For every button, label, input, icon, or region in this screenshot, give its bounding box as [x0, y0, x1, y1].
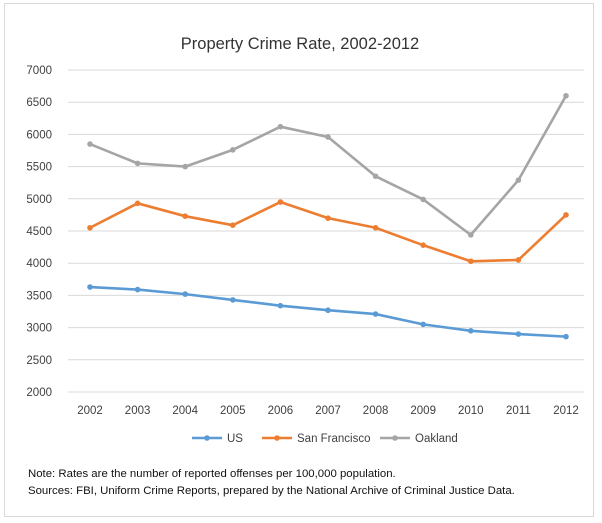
- data-point: [372, 173, 379, 180]
- gridlines: [68, 69, 584, 393]
- x-tick-label: 2008: [363, 405, 389, 417]
- data-point: [515, 331, 522, 337]
- data-point: [563, 92, 569, 99]
- x-axis: 2002 2003 2004 2005 2006 2007 2008 2009 2010 2011…: [77, 405, 579, 417]
- source-note: Sources: FBI, Uniform Crime Reports, pre…: [28, 485, 515, 497]
- data-point: [230, 297, 236, 303]
- y-tick-label: 5000: [26, 194, 52, 206]
- x-tick-label: 2004: [172, 405, 198, 417]
- legend: US San Francisco Oakland: [192, 433, 458, 445]
- data-point: [277, 199, 284, 205]
- series-us: [87, 284, 569, 340]
- series-line: [88, 200, 568, 263]
- data-point: [325, 134, 331, 140]
- data-point: [182, 163, 188, 170]
- series-line: [88, 94, 568, 237]
- y-tick-label: 3500: [26, 290, 52, 302]
- y-tick-label: 4000: [26, 258, 52, 270]
- rate-note: Note: Rates are the number of reported o…: [28, 468, 396, 480]
- series-layer: [87, 92, 569, 340]
- legend-item: San Francisco: [262, 433, 371, 445]
- data-point: [277, 302, 284, 309]
- data-point: [87, 224, 93, 231]
- data-point: [325, 215, 331, 221]
- legend-item: US: [192, 433, 243, 445]
- y-axis: 2000 2500 3000 3500 4000 4500 5000 5500 6000 6500…: [26, 65, 52, 399]
- chart-title: Property Crime Rate, 2002-2012: [181, 35, 419, 53]
- series-oakland: [87, 92, 569, 238]
- legend-item: Oakland: [380, 433, 458, 445]
- data-point: [420, 196, 427, 203]
- data-point: [182, 213, 188, 219]
- x-tick-label: 2012: [553, 405, 579, 417]
- y-tick-label: 6500: [26, 97, 52, 109]
- series-san-francisco: [87, 199, 569, 265]
- data-point: [325, 307, 331, 314]
- x-tick-label: 2007: [315, 405, 341, 417]
- data-point: [87, 141, 93, 147]
- chart-notes: Note: Rates are the number of reported o…: [28, 466, 588, 500]
- x-tick-label: 2005: [220, 405, 246, 417]
- y-tick-label: 2500: [26, 355, 52, 367]
- x-tick-label: 2006: [268, 405, 294, 417]
- x-tick-label: 2002: [77, 405, 103, 417]
- data-point: [468, 258, 474, 265]
- data-point: [134, 160, 141, 167]
- y-tick-label: 6000: [26, 129, 52, 141]
- line-chart: Property Crime Rate, 2002-2012 2000 2500 3…: [26, 35, 584, 445]
- data-point: [515, 177, 522, 183]
- data-point: [277, 123, 284, 130]
- data-point: [563, 333, 569, 340]
- legend-swatch-marker: [274, 435, 280, 441]
- data-point: [563, 212, 569, 218]
- data-point: [372, 224, 379, 231]
- data-point: [420, 321, 427, 328]
- data-point: [134, 286, 141, 293]
- x-tick-label: 2003: [125, 405, 151, 417]
- y-tick-label: 7000: [26, 65, 52, 77]
- y-tick-label: 5500: [26, 162, 52, 174]
- legend-label: US: [227, 433, 243, 445]
- y-tick-label: 4500: [26, 226, 52, 238]
- legend-label: Oakland: [415, 433, 458, 445]
- legend-label: San Francisco: [297, 433, 371, 445]
- x-tick-label: 2011: [506, 405, 531, 417]
- y-tick-label: 2000: [26, 387, 52, 399]
- data-point: [515, 257, 522, 263]
- data-point: [134, 200, 141, 207]
- data-point: [182, 291, 188, 297]
- data-point: [372, 311, 379, 317]
- data-point: [468, 232, 474, 238]
- legend-swatch-marker: [392, 435, 398, 441]
- x-tick-label: 2009: [410, 405, 436, 417]
- data-point: [468, 328, 474, 334]
- data-point: [230, 222, 236, 229]
- legend-swatch-marker: [204, 435, 210, 441]
- x-tick-label: 2010: [458, 405, 484, 417]
- y-tick-label: 3000: [26, 323, 52, 335]
- data-point: [230, 147, 236, 153]
- data-point: [87, 284, 93, 290]
- data-point: [420, 242, 427, 248]
